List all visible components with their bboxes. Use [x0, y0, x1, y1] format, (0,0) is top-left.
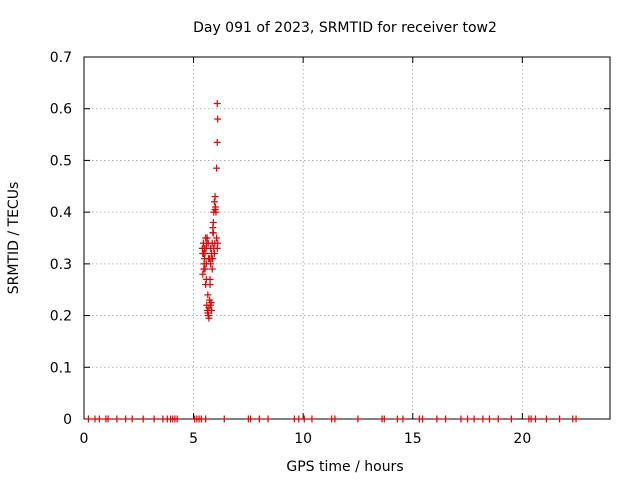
data-point	[210, 250, 218, 258]
data-point	[247, 415, 255, 423]
data-point	[211, 239, 219, 247]
x-tick-label: 20	[513, 431, 531, 447]
data-point	[531, 415, 539, 423]
data-point	[204, 291, 212, 299]
data-point	[331, 415, 339, 423]
data-point	[213, 234, 221, 242]
x-axis-label: GPS time / hours	[286, 459, 403, 475]
data-point	[202, 234, 210, 242]
data-point	[433, 415, 441, 423]
data-point	[204, 255, 212, 263]
data-point	[205, 304, 213, 312]
y-tick-label: 0.5	[50, 153, 72, 169]
data-point	[128, 415, 136, 423]
data-point	[202, 415, 210, 423]
grid-layer	[84, 57, 610, 419]
data-point	[201, 244, 209, 252]
data-point	[572, 415, 580, 423]
data-point	[211, 206, 219, 214]
data-point	[200, 265, 208, 273]
x-tick-label: 0	[80, 431, 89, 447]
x-tick-label: 15	[404, 431, 422, 447]
data-point	[470, 415, 478, 423]
plot-frame	[83, 56, 611, 420]
data-point	[210, 198, 218, 206]
data-point	[113, 415, 121, 423]
data-point	[479, 415, 487, 423]
data-point	[150, 415, 158, 423]
data-point	[507, 415, 515, 423]
data-point	[442, 415, 450, 423]
data-point	[122, 415, 130, 423]
data-point	[173, 415, 181, 423]
data-point	[209, 224, 217, 232]
y-tick-label: 0.6	[50, 102, 72, 118]
y-tick-label: 0.7	[50, 50, 72, 66]
data-point	[494, 415, 502, 423]
x-tick-label: 5	[189, 431, 198, 447]
data-point	[399, 415, 407, 423]
data-point	[300, 415, 308, 423]
y-axis-label: SRMTID / TECUs	[6, 182, 22, 295]
data-point	[139, 415, 147, 423]
data-point	[380, 415, 388, 423]
data-point	[207, 299, 215, 307]
y-tick-label: 0.2	[50, 309, 72, 325]
data-point	[264, 415, 272, 423]
data-point	[205, 314, 213, 322]
chart-title: Day 091 of 2023, SRMTID for receiver tow…	[193, 20, 497, 36]
data-point	[542, 415, 550, 423]
data-point	[206, 281, 214, 289]
y-tick-label: 0	[63, 412, 72, 428]
data-point	[457, 415, 465, 423]
data-point	[213, 164, 221, 172]
y-tick-label: 0.3	[50, 257, 72, 273]
ticks-layer: 0 0.1 0.2 0.3 0.4 0.5 0.6 0.7 0 5 10 15 20	[50, 50, 610, 447]
data-point	[207, 244, 215, 252]
y-tick-label: 0.1	[50, 360, 72, 376]
data-point	[203, 239, 211, 247]
x-tick-label: 10	[294, 431, 312, 447]
data-point	[199, 250, 207, 258]
data-point	[84, 415, 92, 423]
data-point	[95, 415, 103, 423]
data-point	[255, 415, 263, 423]
points-layer	[84, 100, 580, 423]
data-point	[202, 260, 210, 268]
data-point	[104, 415, 112, 423]
data-point	[419, 415, 427, 423]
data-point	[220, 415, 228, 423]
data-point	[354, 415, 362, 423]
data-point	[213, 100, 221, 108]
data-point	[211, 193, 219, 201]
data-point	[308, 415, 316, 423]
data-point	[208, 265, 216, 273]
data-point	[213, 138, 221, 146]
data-point	[556, 415, 564, 423]
data-point	[214, 115, 222, 123]
data-point	[464, 415, 472, 423]
data-point	[199, 270, 207, 278]
data-point	[485, 415, 493, 423]
y-tick-label: 0.4	[50, 205, 72, 221]
